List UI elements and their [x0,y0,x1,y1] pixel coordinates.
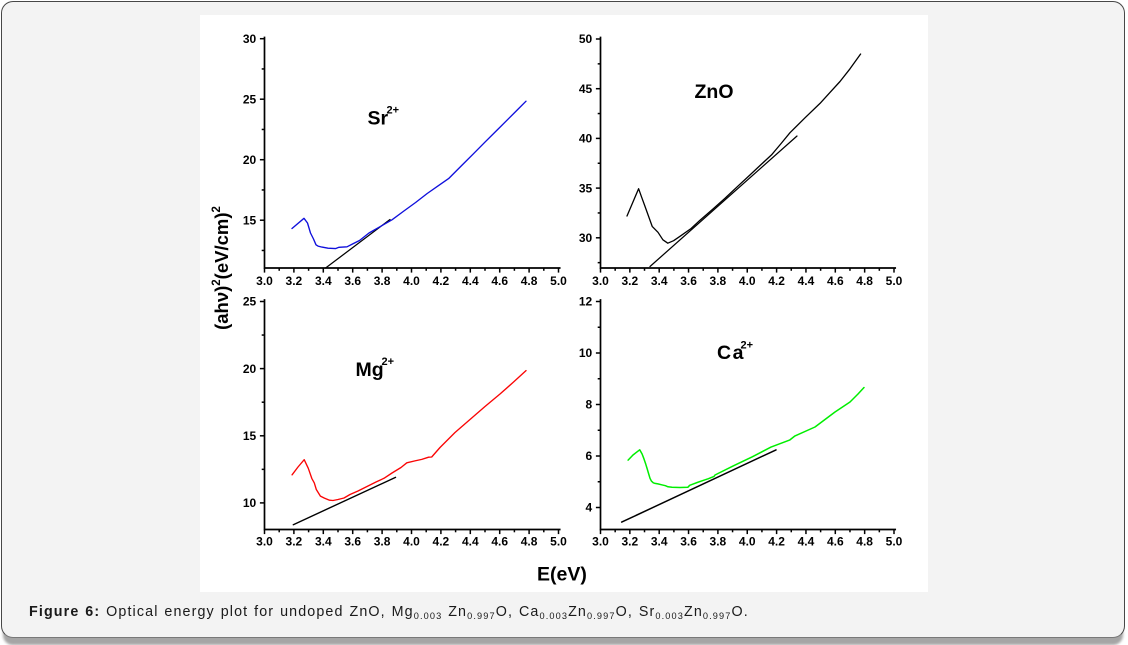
svg-text:12: 12 [579,295,593,309]
svg-text:30: 30 [579,231,593,245]
svg-text:5.0: 5.0 [886,274,903,288]
svg-text:30: 30 [243,32,257,46]
svg-text:4.8: 4.8 [521,535,538,549]
svg-text:40: 40 [579,132,593,146]
svg-text:3.6: 3.6 [344,274,361,288]
svg-text:4.8: 4.8 [856,274,873,288]
svg-text:20: 20 [243,362,257,376]
svg-text:25: 25 [243,92,257,106]
svg-text:3.2: 3.2 [622,535,639,549]
svg-text:3.4: 3.4 [315,274,332,288]
svg-text:3.4: 3.4 [651,274,668,288]
svg-text:3.6: 3.6 [680,535,697,549]
svg-text:4.4: 4.4 [798,535,815,549]
svg-text:Ca: Ca [717,342,745,364]
svg-text:4.6: 4.6 [491,274,508,288]
svg-text:3.8: 3.8 [374,274,391,288]
svg-text:E(eV): E(eV) [537,564,587,586]
svg-text:3.2: 3.2 [286,274,303,288]
svg-text:3.8: 3.8 [374,535,391,549]
svg-text:4.4: 4.4 [462,535,479,549]
svg-text:35: 35 [579,181,593,195]
svg-text:Sr: Sr [368,108,389,130]
svg-text:4.6: 4.6 [827,274,844,288]
svg-text:20: 20 [243,153,257,167]
svg-text:Mg: Mg [356,359,384,381]
svg-text:ZnO: ZnO [695,81,734,103]
svg-text:2+: 2+ [387,105,400,117]
svg-text:4.0: 4.0 [403,535,420,549]
svg-text:4.2: 4.2 [433,535,450,549]
svg-text:5.0: 5.0 [550,274,567,288]
svg-text:10: 10 [579,346,593,360]
svg-text:5.0: 5.0 [550,535,567,549]
svg-text:3.0: 3.0 [256,535,273,549]
svg-text:4.0: 4.0 [739,535,756,549]
svg-text:3.2: 3.2 [286,535,303,549]
svg-text:4: 4 [586,501,593,515]
svg-text:(ahν)2(eV/cm)2: (ahν)2(eV/cm)2 [211,206,232,330]
svg-text:5.0: 5.0 [886,535,903,549]
svg-text:3.6: 3.6 [680,274,697,288]
svg-text:4.2: 4.2 [768,535,785,549]
svg-text:4.4: 4.4 [462,274,479,288]
svg-text:4.0: 4.0 [403,274,420,288]
svg-text:4.2: 4.2 [768,274,785,288]
svg-text:4.6: 4.6 [827,535,844,549]
svg-text:3.2: 3.2 [622,274,639,288]
svg-text:4.0: 4.0 [739,274,756,288]
svg-text:6: 6 [586,449,593,463]
svg-text:3.4: 3.4 [315,535,332,549]
svg-text:3.0: 3.0 [592,274,609,288]
svg-text:50: 50 [579,32,593,46]
svg-text:15: 15 [243,213,257,227]
svg-text:15: 15 [243,429,257,443]
svg-text:4.4: 4.4 [798,274,815,288]
svg-text:8: 8 [586,398,593,412]
svg-text:3.6: 3.6 [344,535,361,549]
svg-text:45: 45 [579,82,593,96]
svg-text:2+: 2+ [741,339,754,351]
svg-text:4.8: 4.8 [521,274,538,288]
svg-text:3.8: 3.8 [710,274,727,288]
svg-text:3.8: 3.8 [710,535,727,549]
svg-text:3.0: 3.0 [256,274,273,288]
svg-text:3.4: 3.4 [651,535,668,549]
svg-text:4.2: 4.2 [433,274,450,288]
svg-text:10: 10 [243,496,257,510]
svg-text:4.6: 4.6 [491,535,508,549]
svg-text:3.0: 3.0 [592,535,609,549]
svg-text:4.8: 4.8 [856,535,873,549]
svg-text:25: 25 [243,295,257,309]
svg-text:2+: 2+ [382,356,395,368]
